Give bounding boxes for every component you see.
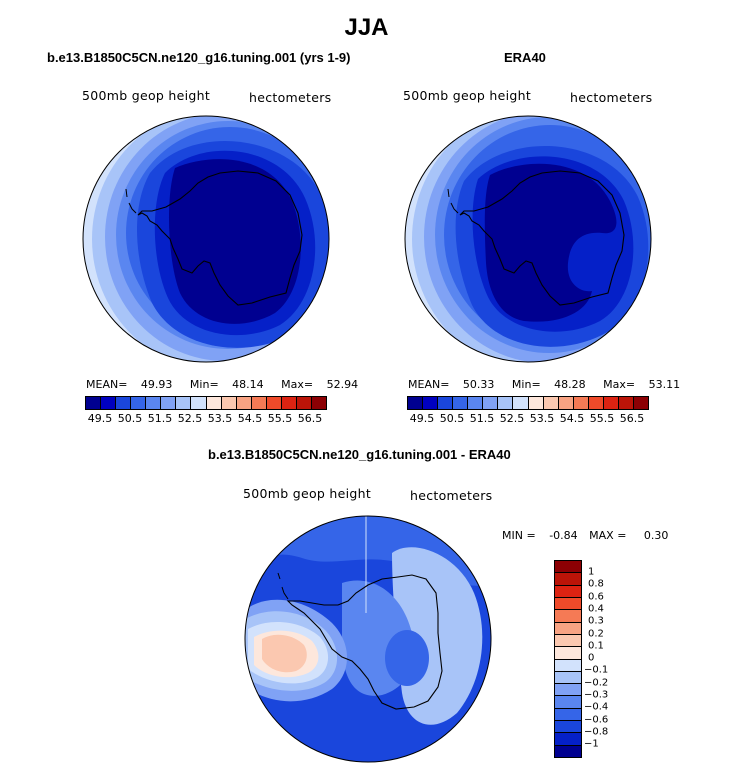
- model-panel-title: b.e13.B1850C5CN.ne120_g16.tuning.001 (yr…: [47, 50, 351, 65]
- model-map-border: [82, 115, 330, 363]
- model-tick-label: 49.5: [87, 412, 113, 425]
- model-tick-label: 52.5: [177, 412, 203, 425]
- model-colorbar-labels: 49.5 50.5 51.5 52.5 53.5 54.5 55.5 56.5: [85, 412, 325, 428]
- obs-tick-label: 55.5: [589, 412, 615, 425]
- model-antarctica-outline: [137, 170, 303, 306]
- model-max-label: Max=: [281, 378, 314, 391]
- diff-tick-label: 0.4: [588, 603, 604, 615]
- diff-colorbar-labels: 1 0.8 0.6 0.4 0.3 0.2 0.1 0 −0.1 −0.2 −0…: [584, 560, 648, 758]
- obs-colorbar: [407, 396, 649, 410]
- model-variable-label: 500mb geop height: [82, 88, 211, 103]
- obs-units-label: hectometers: [570, 90, 653, 105]
- diff-tick-label: 0.3: [588, 615, 604, 627]
- obs-tick-label: 53.5: [529, 412, 555, 425]
- diff-units-label: hectometers: [410, 488, 493, 503]
- obs-tick-label: 54.5: [559, 412, 585, 425]
- diff-panel-title: b.e13.B1850C5CN.ne120_g16.tuning.001 - E…: [208, 447, 511, 462]
- obs-map-border: [404, 115, 652, 363]
- model-tick-label: 55.5: [267, 412, 293, 425]
- model-tick-label: 54.5: [237, 412, 263, 425]
- diff-colorbar: [554, 560, 582, 758]
- model-colorbar: [85, 396, 327, 410]
- obs-variable-label: 500mb geop height: [403, 88, 532, 103]
- diff-tick-label: −0.8: [584, 726, 609, 738]
- diff-min-value: -0.84: [549, 529, 578, 542]
- obs-max-value: 53.11: [648, 378, 681, 391]
- diff-tick-label: −0.2: [584, 677, 609, 689]
- model-min-value: 48.14: [232, 378, 264, 391]
- obs-tick-label: 49.5: [409, 412, 435, 425]
- model-peninsula-outline: [125, 188, 137, 214]
- model-stats: MEAN= 49.93 Min= 48.14 Max= 52.94: [86, 378, 358, 391]
- obs-mean-label: MEAN=: [408, 378, 450, 391]
- obs-antarctica-outline: [459, 170, 625, 306]
- obs-colorbar-labels: 49.5 50.5 51.5 52.5 53.5 54.5 55.5 56.5: [407, 412, 647, 428]
- diff-tick-label: 1: [588, 566, 595, 578]
- obs-min-label: Min=: [511, 378, 541, 391]
- model-tick-label: 50.5: [117, 412, 143, 425]
- model-tick-label: 51.5: [147, 412, 173, 425]
- model-max-value: 52.94: [326, 378, 359, 391]
- figure-title: JJA: [344, 14, 389, 41]
- diff-tick-label: 0.2: [588, 628, 604, 640]
- diff-tick-label: −1: [584, 738, 599, 750]
- diff-tick-label: −0.3: [584, 689, 609, 701]
- obs-panel-title: ERA40: [504, 50, 546, 65]
- diff-tick-label: −0.1: [584, 664, 609, 676]
- obs-mean-value: 50.33: [462, 378, 495, 391]
- diff-tick-label: −0.6: [584, 714, 609, 726]
- diff-field-minimum: [385, 630, 429, 686]
- diff-max-value: 0.30: [643, 529, 669, 542]
- obs-polar-map: [404, 115, 652, 363]
- diff-antarctica-outline: [286, 574, 443, 710]
- model-field-level-8: [168, 159, 301, 324]
- diff-tick-label: −0.4: [584, 701, 609, 713]
- model-polar-map: [82, 115, 330, 363]
- obs-tick-label: 52.5: [499, 412, 525, 425]
- model-min-label: Min=: [189, 378, 219, 391]
- obs-tick-label: 50.5: [439, 412, 465, 425]
- model-mean-value: 49.93: [140, 378, 173, 391]
- diff-min-label: MIN =: [502, 529, 536, 542]
- obs-field-level-8: [484, 163, 617, 322]
- diff-tick-label: 0.8: [588, 578, 604, 590]
- model-tick-label: 56.5: [297, 412, 323, 425]
- obs-tick-label: 51.5: [469, 412, 495, 425]
- obs-min-value: 48.28: [554, 378, 586, 391]
- obs-peninsula-outline: [447, 188, 459, 214]
- diff-peninsula-outline: [277, 572, 289, 600]
- diff-map-border: [244, 515, 492, 763]
- diff-tick-label: 0: [588, 652, 595, 664]
- diff-max-label: MAX =: [589, 529, 627, 542]
- model-tick-label: 53.5: [207, 412, 233, 425]
- obs-tick-label: 56.5: [619, 412, 645, 425]
- diff-polar-map: [244, 515, 492, 763]
- diff-stats: MIN = -0.84 MAX = 0.30: [502, 529, 668, 542]
- model-mean-label: MEAN=: [86, 378, 128, 391]
- diff-variable-label: 500mb geop height: [243, 486, 372, 501]
- model-units-label: hectometers: [249, 90, 332, 105]
- diff-tick-label: 0.1: [588, 640, 604, 652]
- obs-max-label: Max=: [603, 378, 636, 391]
- obs-stats: MEAN= 50.33 Min= 48.28 Max= 53.11: [408, 378, 680, 391]
- diff-tick-label: 0.6: [588, 591, 604, 603]
- diff-field-positive-2: [262, 634, 307, 673]
